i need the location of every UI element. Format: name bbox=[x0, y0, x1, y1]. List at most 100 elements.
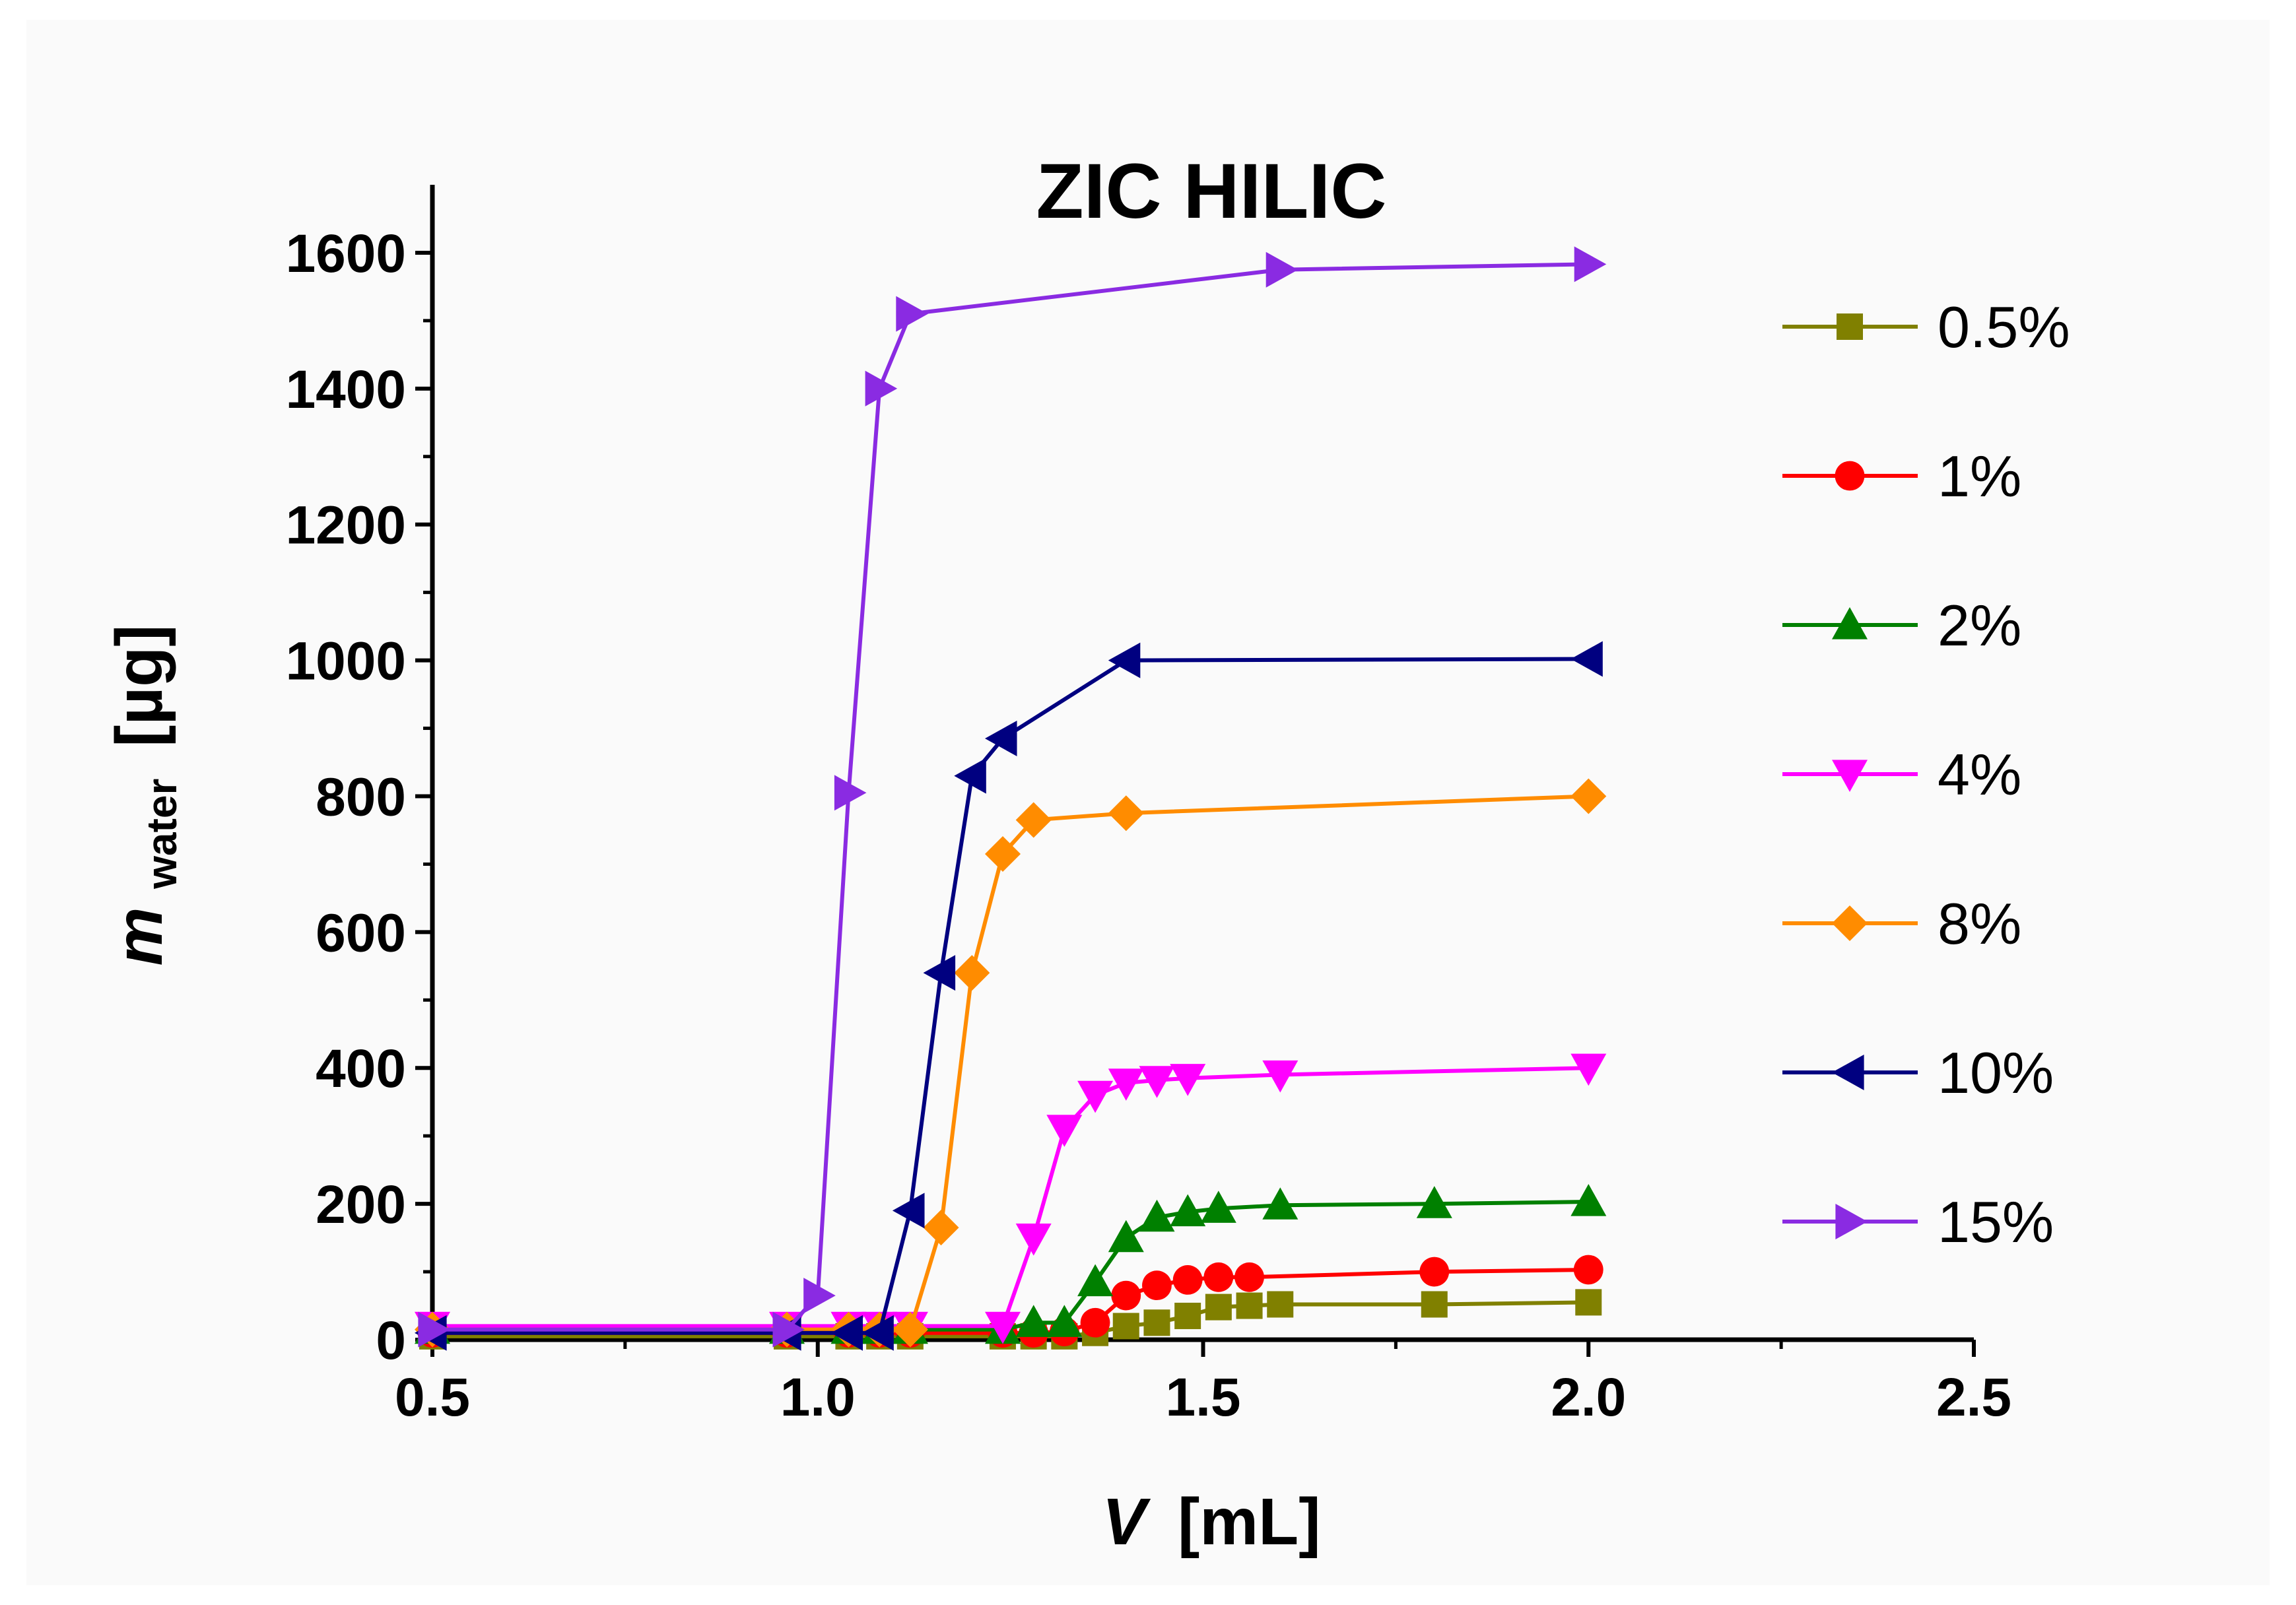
data-point bbox=[1421, 1291, 1448, 1318]
legend-label: 1% bbox=[1938, 443, 2021, 509]
data-point bbox=[954, 758, 986, 794]
y-tick-label: 0 bbox=[376, 1311, 406, 1371]
legend-label: 15% bbox=[1938, 1189, 2054, 1255]
legend-item: 8% bbox=[1782, 891, 2021, 956]
data-point bbox=[1015, 1305, 1052, 1337]
plot-series bbox=[415, 246, 1607, 1351]
data-point bbox=[1570, 778, 1607, 814]
legend-item: 10% bbox=[1782, 1040, 2054, 1105]
data-point bbox=[954, 955, 990, 991]
data-point bbox=[1139, 1199, 1175, 1232]
data-point bbox=[923, 955, 956, 991]
legend-marker bbox=[1832, 607, 1868, 639]
legend-marker bbox=[1832, 905, 1868, 941]
y-tick-label: 200 bbox=[316, 1175, 406, 1235]
data-point bbox=[1267, 1291, 1294, 1318]
data-point bbox=[1416, 1186, 1452, 1218]
legend-item: 4% bbox=[1782, 742, 2021, 807]
data-point bbox=[1111, 1280, 1141, 1311]
data-point bbox=[1570, 1053, 1607, 1086]
series-15pct bbox=[418, 246, 1607, 1348]
data-point bbox=[923, 1210, 959, 1246]
data-point bbox=[1108, 1220, 1144, 1253]
data-point bbox=[1266, 251, 1299, 288]
legend-item: 1% bbox=[1782, 443, 2021, 509]
data-point bbox=[1205, 1294, 1232, 1321]
legend-marker bbox=[1835, 1204, 1868, 1239]
data-point bbox=[892, 1193, 925, 1229]
data-point bbox=[1234, 1262, 1264, 1292]
series-line bbox=[432, 262, 1589, 1332]
data-point bbox=[1236, 1292, 1263, 1319]
y-tick-label: 1200 bbox=[286, 496, 406, 556]
data-point bbox=[1570, 1184, 1607, 1216]
data-point bbox=[1077, 1080, 1114, 1113]
y-axis-subscript: water bbox=[138, 779, 186, 890]
data-point bbox=[1046, 1115, 1083, 1147]
data-point bbox=[1015, 1224, 1052, 1256]
x-axis-label: V [mL] bbox=[1102, 1485, 1320, 1559]
data-point bbox=[1139, 1066, 1175, 1098]
data-point bbox=[1170, 1194, 1206, 1227]
data-point bbox=[1200, 1191, 1236, 1223]
data-point bbox=[772, 1311, 805, 1348]
x-tick-label: 0.5 bbox=[395, 1367, 470, 1427]
data-point bbox=[1172, 1265, 1203, 1295]
x-axis-variable: V bbox=[1102, 1485, 1151, 1559]
data-point bbox=[1142, 1270, 1172, 1301]
data-point bbox=[834, 775, 867, 811]
data-point bbox=[985, 721, 1017, 756]
data-point bbox=[896, 296, 928, 332]
y-tick-label: 800 bbox=[316, 767, 406, 827]
data-point bbox=[1573, 1255, 1604, 1285]
data-point bbox=[1015, 802, 1052, 838]
legend-marker bbox=[1832, 760, 1868, 792]
data-point bbox=[985, 836, 1021, 872]
data-point bbox=[1108, 795, 1144, 832]
y-axis-unit: [µg] bbox=[102, 624, 176, 746]
legend-label: 4% bbox=[1938, 742, 2021, 807]
data-point bbox=[861, 1315, 894, 1351]
data-point bbox=[1046, 1305, 1083, 1337]
legend-item: 15% bbox=[1782, 1189, 2054, 1255]
data-point bbox=[892, 1311, 928, 1348]
data-point bbox=[1570, 641, 1603, 677]
legend-marker bbox=[1837, 313, 1863, 340]
data-point bbox=[1170, 1064, 1206, 1096]
series-line bbox=[432, 1066, 1589, 1328]
series-line bbox=[432, 794, 1589, 1332]
series-10pct bbox=[415, 641, 1603, 1351]
legend: 0.5% 1% 2% 4% 8% 10% 15% bbox=[1782, 294, 2070, 1255]
data-point bbox=[803, 1278, 836, 1314]
data-point bbox=[1575, 1289, 1602, 1316]
data-point bbox=[1574, 246, 1607, 282]
data-point bbox=[1112, 1313, 1139, 1340]
data-point bbox=[1419, 1257, 1450, 1287]
x-axis-unit: [mL] bbox=[1178, 1485, 1321, 1559]
legend-marker bbox=[1835, 461, 1865, 491]
y-tick-label: 1400 bbox=[286, 360, 406, 420]
legend-label: 10% bbox=[1938, 1040, 2054, 1105]
legend-label: 8% bbox=[1938, 891, 2021, 956]
data-point bbox=[1203, 1262, 1234, 1292]
data-point bbox=[865, 370, 898, 407]
legend-item: 0.5% bbox=[1782, 294, 2070, 360]
legend-label: 0.5% bbox=[1938, 294, 2070, 360]
data-point bbox=[1080, 1307, 1110, 1338]
series-line bbox=[432, 657, 1589, 1335]
data-point bbox=[1262, 1187, 1299, 1220]
axes: 0 200 400 600 800 1000 1200 1400 1600 0.5 1.0 1.5 2.… bbox=[286, 185, 2011, 1427]
data-point bbox=[830, 1315, 863, 1351]
data-point bbox=[1262, 1060, 1299, 1093]
x-tick-label: 2.0 bbox=[1551, 1367, 1626, 1427]
legend-label: 2% bbox=[1938, 593, 2021, 658]
series-line bbox=[432, 1200, 1589, 1332]
x-tick-label: 2.5 bbox=[1936, 1367, 2011, 1427]
data-point bbox=[418, 1311, 450, 1348]
chart-title: ZIC HILIC bbox=[1036, 148, 1387, 235]
data-point bbox=[1108, 642, 1141, 678]
data-point bbox=[1108, 1068, 1144, 1101]
legend-item: 2% bbox=[1782, 593, 2021, 658]
y-tick-label: 400 bbox=[316, 1039, 406, 1099]
